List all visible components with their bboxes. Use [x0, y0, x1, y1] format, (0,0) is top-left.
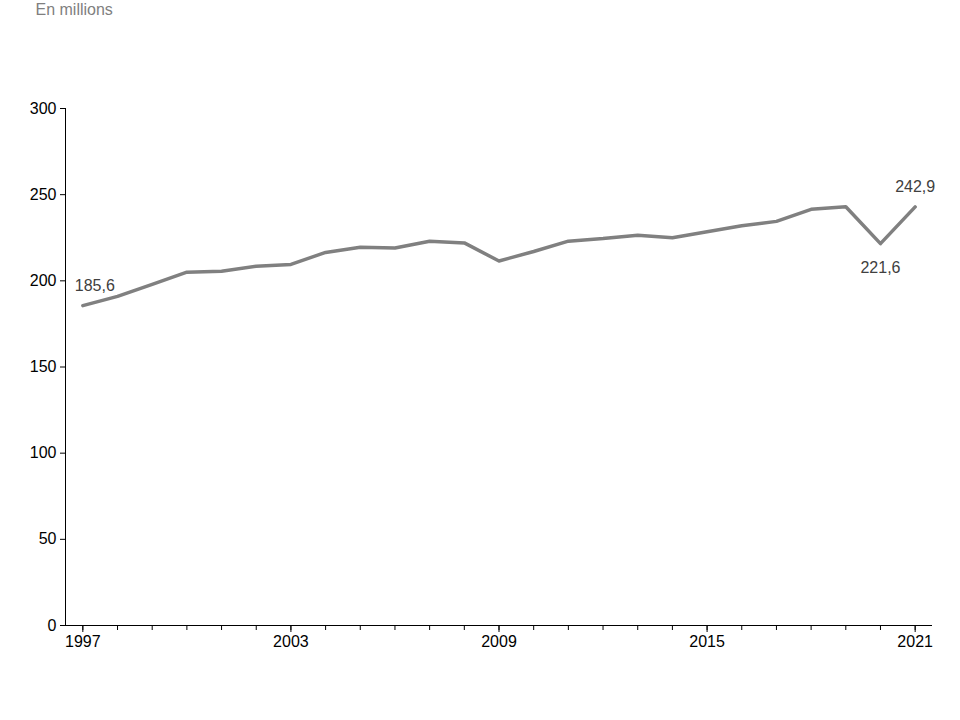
svg-text:100: 100 — [30, 444, 57, 461]
svg-text:2021: 2021 — [897, 633, 933, 650]
svg-text:2009: 2009 — [481, 633, 517, 650]
svg-text:En millions: En millions — [36, 1, 113, 18]
svg-text:50: 50 — [39, 530, 57, 547]
svg-text:300: 300 — [30, 100, 57, 117]
svg-text:221,6: 221,6 — [860, 259, 900, 276]
svg-text:2003: 2003 — [273, 633, 309, 650]
svg-text:2015: 2015 — [689, 633, 725, 650]
svg-text:150: 150 — [30, 358, 57, 375]
svg-text:200: 200 — [30, 272, 57, 289]
svg-text:185,6: 185,6 — [75, 277, 115, 294]
svg-text:0: 0 — [48, 617, 57, 634]
svg-text:250: 250 — [30, 186, 57, 203]
svg-text:1997: 1997 — [65, 633, 101, 650]
svg-text:242,9: 242,9 — [895, 178, 935, 195]
